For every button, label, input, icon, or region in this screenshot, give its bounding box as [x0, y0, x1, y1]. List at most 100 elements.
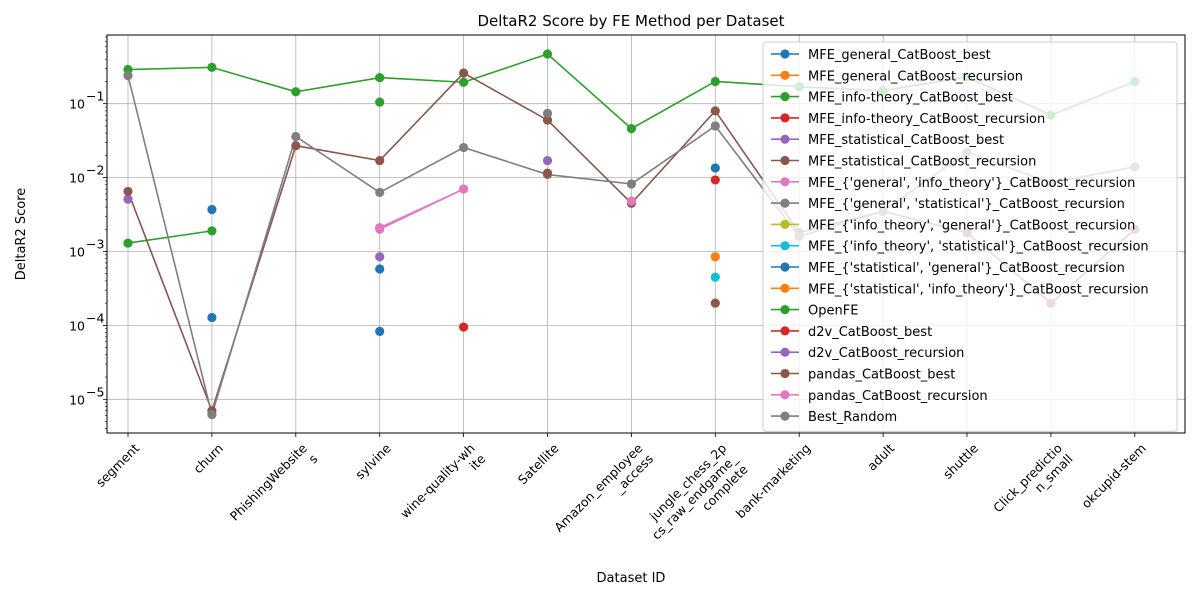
- y-tick-exponent: −1: [86, 89, 104, 104]
- data-point: [626, 124, 637, 134]
- legend-label: MFE_{'statistical', 'info_theory'}_CatBo…: [808, 282, 1149, 297]
- x-tick-label: churn: [190, 441, 226, 477]
- x-tick-label-line: sylvine: [352, 440, 394, 482]
- data-point: [291, 141, 301, 151]
- y-tick-label: 10: [69, 244, 85, 259]
- legend-frame: [762, 41, 1178, 432]
- x-tick-label: wine-quality-white: [397, 440, 488, 531]
- x-tick-label: okcupid-stem: [1078, 441, 1149, 512]
- legend-label: MFE_statistical_CatBoost_recursion: [808, 155, 1036, 170]
- series-line: [127, 230, 213, 244]
- x-tick-label: bank-marketing: [733, 441, 814, 522]
- legend-marker: [780, 155, 790, 166]
- y-tick-exponent: −3: [86, 236, 104, 251]
- legend-label: d2v_CatBoost_best: [808, 325, 932, 340]
- data-point: [459, 77, 469, 87]
- x-tick-label-line: segment: [93, 440, 142, 489]
- data-point: [375, 252, 385, 262]
- data-point: [375, 73, 385, 83]
- x-tick-label: shuttle: [940, 440, 981, 481]
- data-point: [207, 204, 217, 215]
- x-tick-label: adult: [864, 440, 897, 473]
- legend-label: MFE_{'info_theory', 'statistical'}_CatBo…: [808, 240, 1149, 255]
- data-point: [710, 252, 720, 262]
- y-tick-label: 10: [69, 318, 85, 333]
- legend-label: pandas_CatBoost_best: [808, 368, 955, 383]
- data-point: [710, 298, 720, 308]
- y-ticks: 10−510−410−310−210−1: [69, 36, 107, 430]
- data-point: [123, 238, 133, 248]
- data-point: [207, 62, 217, 72]
- data-point: [375, 224, 385, 234]
- data-point: [459, 142, 469, 153]
- data-point: [375, 97, 385, 107]
- x-ticks: segment churn PhishingWebsites sylvine wine-…: [93, 433, 1149, 553]
- x-tick-label: Satellite: [515, 440, 562, 487]
- data-point: [291, 87, 301, 97]
- data-point: [710, 106, 720, 116]
- x-tick-label: segment: [93, 440, 142, 489]
- legend-label: MFE_{'info_theory', 'general'}_CatBoost_…: [808, 218, 1135, 233]
- data-point: [542, 168, 553, 178]
- data-point: [375, 187, 385, 198]
- data-point: [710, 175, 720, 185]
- data-point: [375, 326, 385, 336]
- data-point: [123, 186, 133, 197]
- y-tick-exponent: −2: [86, 163, 104, 178]
- x-tick-label-line: PhishingWebsite: [227, 440, 310, 523]
- x-tick-label-line: adult: [864, 440, 897, 473]
- legend-label: OpenFE: [808, 304, 858, 319]
- x-tick-label: sylvine: [352, 440, 394, 482]
- x-tick-label-line: s: [305, 451, 320, 466]
- legend-label: MFE_{'general', 'info_theory'}_CatBoost_…: [808, 176, 1135, 191]
- data-point: [710, 272, 720, 282]
- data-point: [710, 76, 720, 87]
- legend-marker: [780, 390, 790, 400]
- legend: MFE_general_CatBoost_best MFE_general_Cat…: [762, 41, 1178, 432]
- legend-marker: [780, 283, 790, 293]
- x-tick-label: Amazon_employee_access: [551, 440, 656, 545]
- x-tick-label-line: okcupid-stem: [1078, 441, 1149, 512]
- data-point: [207, 312, 217, 323]
- x-tick-label-line: Amazon_employee: [551, 440, 646, 535]
- legend-marker: [780, 70, 790, 80]
- legend-marker: [780, 219, 790, 229]
- data-point: [291, 131, 301, 142]
- data-point: [542, 155, 553, 166]
- data-point: [123, 194, 133, 204]
- legend-label: MFE_info-theory_CatBoost_best: [808, 91, 1013, 106]
- y-tick-label: 10: [69, 97, 85, 112]
- x-tick-label-line: wine-quality-wh: [397, 441, 478, 522]
- legend-marker: [780, 368, 790, 379]
- legend-marker: [780, 241, 790, 251]
- x-tick-label-line: shuttle: [940, 440, 981, 481]
- legend-marker: [780, 411, 790, 421]
- legend-marker: [780, 262, 790, 272]
- x-tick-label: jungle_chess_2pcs_raw_endgame_complete: [638, 440, 751, 553]
- data-point: [207, 226, 217, 236]
- data-point: [626, 179, 637, 189]
- data-point: [710, 121, 720, 131]
- x-tick-label-line: Satellite: [515, 440, 562, 487]
- legend-label: MFE_info-theory_CatBoost_recursion: [808, 112, 1045, 127]
- legend-label: Best_Random: [808, 410, 897, 425]
- legend-marker: [780, 92, 790, 102]
- legend-label: MFE_general_CatBoost_best: [808, 48, 991, 63]
- x-tick-label: PhishingWebsites: [227, 440, 321, 534]
- data-point: [207, 410, 217, 420]
- data-point: [375, 264, 385, 274]
- legend-marker: [780, 347, 790, 357]
- y-tick-label: 10: [69, 171, 85, 186]
- y-tick-label: 10: [69, 392, 85, 407]
- axes: [106, 34, 1186, 434]
- series-line: [379, 188, 464, 230]
- x-tick-label: Click_prediction_small: [990, 441, 1075, 526]
- y-axis-label: DeltaR2 Score: [14, 188, 29, 281]
- plot-frame: [106, 34, 1186, 434]
- data-point: [375, 155, 385, 166]
- legend-label: MFE_statistical_CatBoost_best: [808, 133, 1004, 148]
- data-point: [459, 68, 469, 78]
- legend-marker: [780, 198, 790, 208]
- data-point: [542, 115, 553, 125]
- y-tick-exponent: −4: [86, 310, 104, 325]
